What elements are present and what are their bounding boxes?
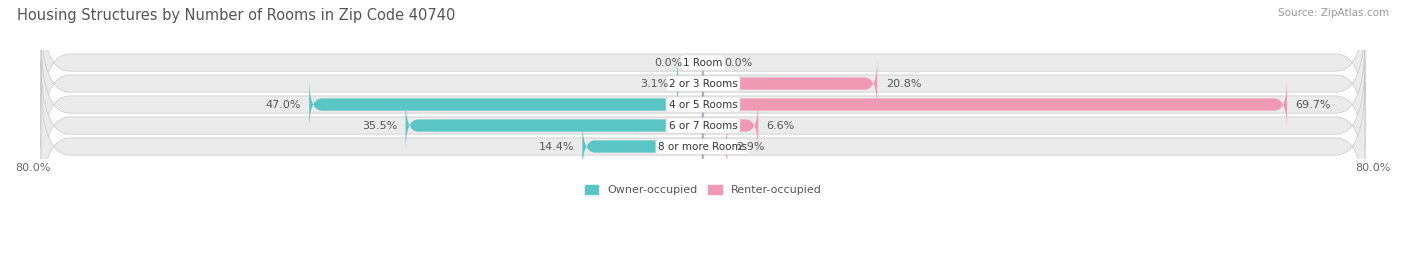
FancyBboxPatch shape: [703, 100, 758, 151]
FancyBboxPatch shape: [41, 0, 1365, 128]
Text: 4 or 5 Rooms: 4 or 5 Rooms: [669, 100, 737, 109]
Text: 35.5%: 35.5%: [361, 121, 396, 130]
FancyBboxPatch shape: [41, 82, 1365, 211]
FancyBboxPatch shape: [41, 19, 1365, 148]
Text: 2 or 3 Rooms: 2 or 3 Rooms: [669, 79, 737, 89]
Text: 0.0%: 0.0%: [654, 58, 682, 68]
FancyBboxPatch shape: [405, 100, 703, 151]
Text: Housing Structures by Number of Rooms in Zip Code 40740: Housing Structures by Number of Rooms in…: [17, 8, 456, 23]
Text: 1 Room: 1 Room: [683, 58, 723, 68]
Text: 69.7%: 69.7%: [1295, 100, 1331, 109]
Legend: Owner-occupied, Renter-occupied: Owner-occupied, Renter-occupied: [581, 180, 825, 199]
FancyBboxPatch shape: [703, 58, 877, 109]
Text: Source: ZipAtlas.com: Source: ZipAtlas.com: [1278, 8, 1389, 18]
Text: 6.6%: 6.6%: [766, 121, 794, 130]
Text: 0.0%: 0.0%: [724, 58, 752, 68]
FancyBboxPatch shape: [41, 61, 1365, 190]
Text: 20.8%: 20.8%: [886, 79, 921, 89]
Text: 3.1%: 3.1%: [640, 79, 669, 89]
Text: 8 or more Rooms: 8 or more Rooms: [658, 141, 748, 151]
Text: 6 or 7 Rooms: 6 or 7 Rooms: [669, 121, 737, 130]
FancyBboxPatch shape: [703, 79, 1286, 130]
Text: 14.4%: 14.4%: [538, 141, 574, 151]
FancyBboxPatch shape: [41, 40, 1365, 169]
FancyBboxPatch shape: [703, 121, 727, 172]
FancyBboxPatch shape: [678, 58, 703, 109]
FancyBboxPatch shape: [309, 79, 703, 130]
Text: 47.0%: 47.0%: [266, 100, 301, 109]
FancyBboxPatch shape: [582, 121, 703, 172]
Text: 2.9%: 2.9%: [735, 141, 765, 151]
